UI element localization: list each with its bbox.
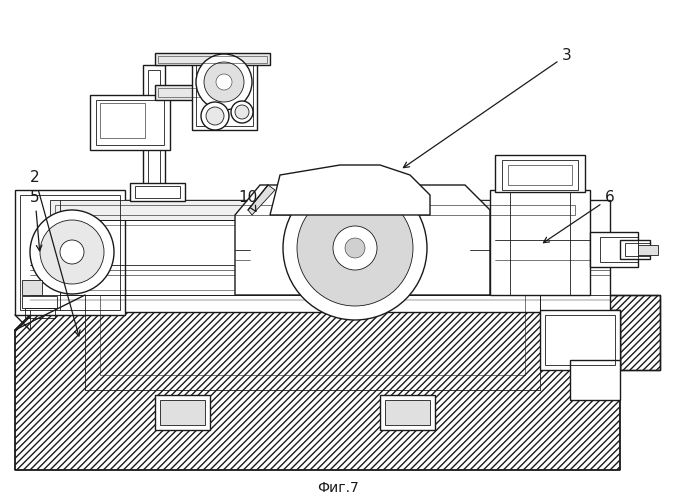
Bar bbox=[196, 59, 253, 126]
Bar bbox=[50, 200, 580, 220]
Bar bbox=[638, 245, 658, 255]
Bar bbox=[25, 308, 55, 318]
Bar bbox=[540, 310, 620, 370]
Bar bbox=[90, 95, 170, 150]
Bar bbox=[502, 160, 578, 190]
Bar bbox=[22, 280, 42, 295]
Bar bbox=[20, 195, 120, 310]
Circle shape bbox=[30, 210, 114, 294]
Bar bbox=[143, 65, 165, 195]
Polygon shape bbox=[495, 155, 585, 192]
Polygon shape bbox=[235, 185, 490, 295]
Bar bbox=[625, 243, 650, 256]
Bar bbox=[570, 360, 620, 400]
Bar bbox=[158, 88, 206, 97]
Bar bbox=[70, 225, 530, 290]
Text: 10: 10 bbox=[239, 190, 258, 212]
Bar bbox=[385, 400, 430, 425]
Bar bbox=[620, 240, 650, 259]
Polygon shape bbox=[15, 190, 125, 315]
Text: 3: 3 bbox=[404, 48, 572, 168]
Bar bbox=[96, 100, 164, 145]
Bar bbox=[158, 56, 267, 63]
Text: 2: 2 bbox=[30, 170, 80, 336]
Bar bbox=[508, 165, 572, 185]
Bar bbox=[160, 400, 205, 425]
Text: 5: 5 bbox=[30, 190, 42, 251]
Polygon shape bbox=[490, 190, 590, 295]
Circle shape bbox=[40, 220, 104, 284]
Circle shape bbox=[283, 176, 427, 320]
Circle shape bbox=[201, 102, 229, 130]
Bar bbox=[155, 85, 210, 100]
Bar bbox=[22, 296, 57, 308]
Circle shape bbox=[235, 105, 249, 119]
Circle shape bbox=[60, 240, 84, 264]
Bar bbox=[148, 70, 160, 190]
Bar bbox=[100, 103, 145, 138]
Bar bbox=[155, 53, 270, 65]
Circle shape bbox=[345, 238, 365, 258]
Text: Фиг.7: Фиг.7 bbox=[317, 481, 359, 495]
Bar bbox=[135, 186, 180, 198]
Circle shape bbox=[231, 101, 253, 123]
Circle shape bbox=[216, 74, 232, 90]
Circle shape bbox=[333, 226, 377, 270]
Text: 6: 6 bbox=[544, 190, 615, 242]
Bar bbox=[545, 315, 615, 365]
Polygon shape bbox=[580, 295, 660, 370]
Circle shape bbox=[196, 54, 252, 110]
Bar bbox=[60, 220, 540, 295]
Polygon shape bbox=[15, 310, 620, 470]
Bar bbox=[30, 200, 610, 312]
Circle shape bbox=[206, 107, 224, 125]
Polygon shape bbox=[248, 185, 275, 215]
Bar bbox=[600, 237, 638, 262]
Bar bbox=[590, 232, 638, 267]
Circle shape bbox=[204, 62, 244, 102]
Bar bbox=[130, 183, 185, 201]
Bar bbox=[55, 205, 575, 215]
Bar bbox=[380, 395, 435, 430]
Bar bbox=[155, 395, 210, 430]
Circle shape bbox=[297, 190, 413, 306]
Polygon shape bbox=[270, 165, 430, 215]
Bar bbox=[192, 55, 257, 130]
